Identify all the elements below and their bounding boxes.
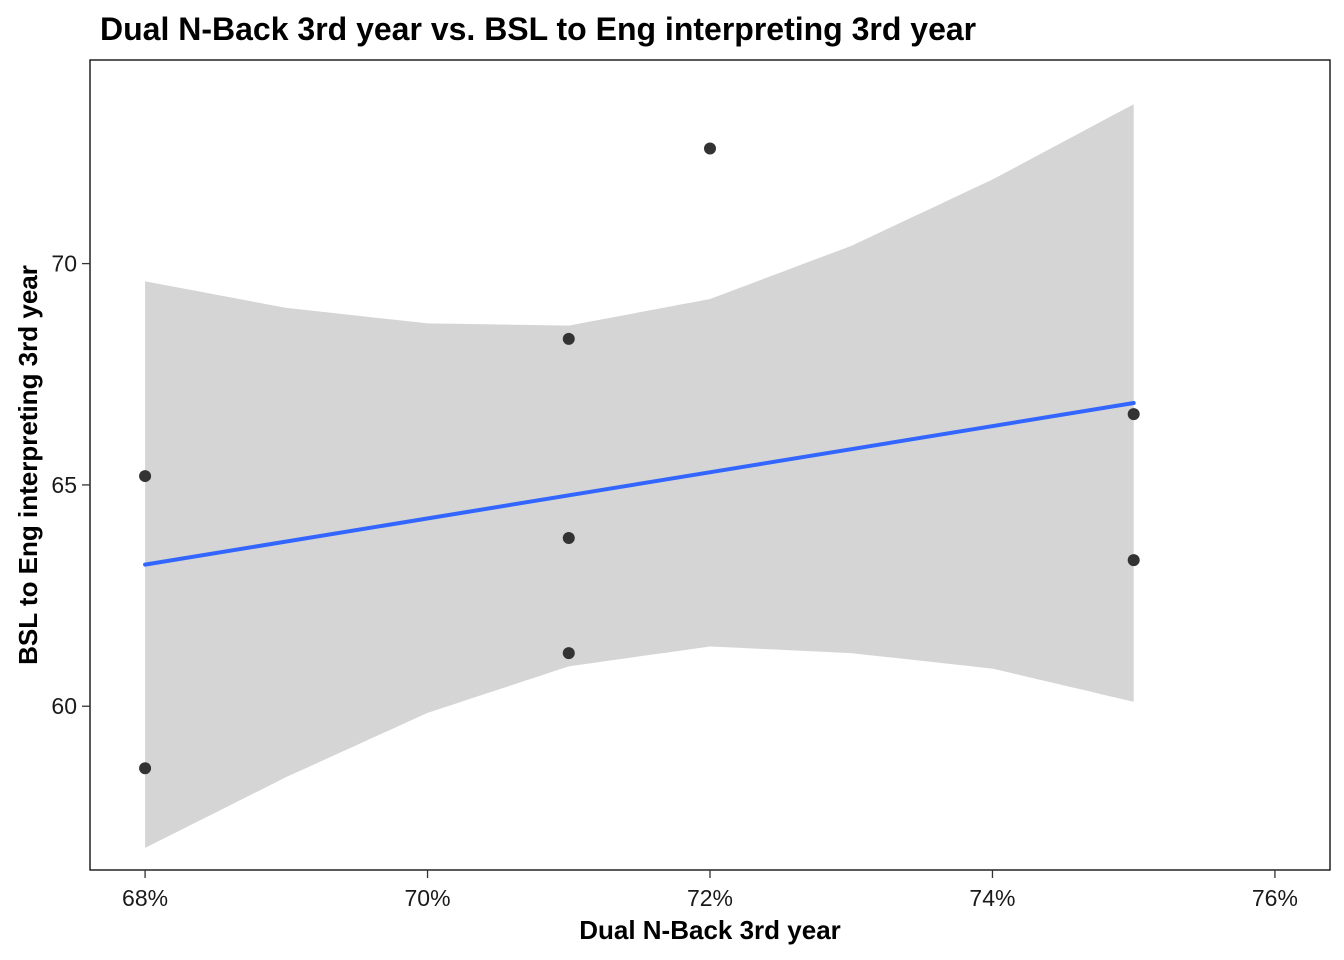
- data-point: [139, 762, 152, 775]
- x-tick-label: 68%: [122, 885, 168, 911]
- x-tick-label: 72%: [687, 885, 733, 911]
- y-tick-label: 65: [51, 472, 77, 498]
- x-tick-label: 76%: [1252, 885, 1298, 911]
- confidence-band: [145, 104, 1134, 848]
- y-axis: 60 65 70: [51, 251, 90, 719]
- data-point: [562, 532, 575, 545]
- data-point: [562, 332, 575, 345]
- data-point: [139, 470, 152, 483]
- x-tick-label: 74%: [969, 885, 1015, 911]
- y-axis-title: BSL to Eng interpreting 3rd year: [13, 265, 43, 665]
- data-point: [1127, 408, 1140, 421]
- data-point: [562, 647, 575, 660]
- points-layer: [139, 142, 1140, 775]
- x-axis: 68% 70% 72% 74% 76%: [122, 870, 1298, 911]
- trend-line: [143, 401, 1136, 567]
- x-tick-label: 70%: [405, 885, 451, 911]
- chart-title: Dual N-Back 3rd year vs. BSL to Eng inte…: [100, 11, 976, 47]
- y-tick-label: 70: [51, 251, 77, 277]
- data-point: [704, 142, 716, 155]
- x-axis-title: Dual N-Back 3rd year: [579, 915, 841, 945]
- plot-area: [89, 59, 1331, 871]
- data-point: [1127, 554, 1140, 567]
- y-tick-label: 60: [51, 693, 77, 719]
